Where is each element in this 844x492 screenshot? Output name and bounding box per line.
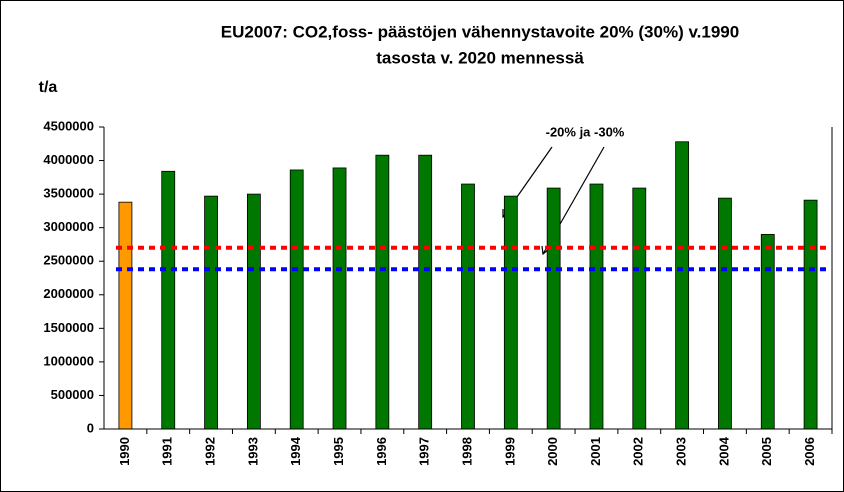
bar	[632, 187, 647, 430]
y-tick-label: 3000000	[43, 219, 94, 234]
x-tick-label: 2006	[802, 437, 817, 466]
y-tick-label: 1000000	[43, 353, 94, 368]
bar	[760, 233, 775, 430]
x-tick-label: 1991	[160, 437, 175, 466]
y-tick-label: 2500000	[43, 253, 94, 268]
bar	[546, 187, 561, 430]
x-tick-label: 1999	[502, 437, 517, 466]
y-tick-label: 2000000	[43, 286, 94, 301]
bar	[204, 195, 218, 430]
bar	[675, 141, 690, 430]
bar	[332, 167, 347, 430]
bar	[161, 170, 176, 430]
bar	[375, 154, 390, 430]
x-tick-label: 1993	[245, 437, 260, 466]
y-tick-label: 4000000	[43, 152, 94, 167]
y-tick-label: 1500000	[43, 320, 94, 335]
bar	[118, 201, 133, 430]
bar	[718, 197, 732, 430]
x-tick-label: 1998	[459, 437, 474, 466]
x-tick-label: 2004	[716, 436, 731, 466]
x-tick-label: 1996	[374, 437, 389, 466]
x-tick-label: 1992	[202, 437, 217, 466]
bar	[589, 183, 604, 430]
x-tick-label: 1990	[117, 437, 132, 466]
y-tick-label: 3500000	[43, 186, 94, 201]
y-tick-label: 4500000	[43, 118, 94, 133]
x-tick-label: 2003	[674, 437, 689, 466]
bar	[289, 169, 304, 430]
chart-title: tasosta v. 2020 mennessä	[376, 48, 584, 67]
bar	[803, 199, 818, 430]
x-tick-label: 2001	[588, 437, 603, 466]
bar	[461, 183, 475, 430]
annotation: -20% ja -30%	[546, 124, 625, 139]
bar	[246, 193, 261, 430]
y-axis-label: t/a	[39, 79, 58, 96]
bar	[418, 154, 433, 430]
x-tick-label: 1997	[417, 437, 432, 466]
x-tick-label: 1995	[331, 437, 346, 466]
x-tick-label: 1994	[288, 436, 303, 466]
y-tick-label: 500000	[51, 387, 94, 402]
y-tick-label: 0	[87, 420, 94, 435]
x-tick-label: 2000	[545, 437, 560, 466]
bar	[503, 195, 518, 430]
x-tick-label: 2002	[631, 437, 646, 466]
x-tick-label: 2005	[759, 437, 774, 466]
chart-title: EU2007: CO2,foss- päästöjen vähennystavo…	[221, 22, 739, 41]
